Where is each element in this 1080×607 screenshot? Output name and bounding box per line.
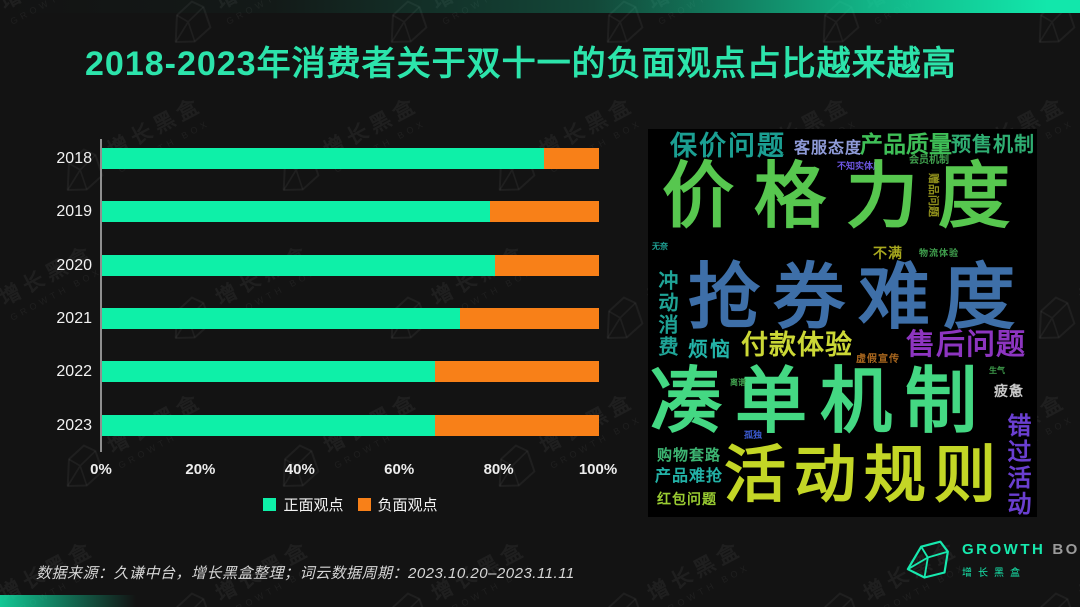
data-source-note: 数据来源：久谦中台，增长黑盒整理；词云数据周期：2023.10.20–2023.…: [36, 565, 575, 582]
bar-row: [102, 201, 599, 222]
y-axis-line: [100, 139, 102, 452]
bar-positive-segment: [102, 201, 490, 222]
wordcloud-word: 冲动消费: [655, 270, 677, 358]
x-axis-tick-label: 100%: [578, 461, 618, 478]
bar-negative-segment: [434, 415, 599, 436]
x-axis-tick-label: 60%: [384, 461, 415, 478]
bar-negative-segment: [494, 255, 599, 276]
wordcloud-word: 售后问题: [906, 329, 1027, 361]
wordcloud-word: 赠品问题: [927, 173, 939, 217]
wordcloud-word: 产品难抢: [655, 468, 724, 485]
bar-positive-segment: [102, 361, 435, 382]
year-label: 2020: [56, 257, 92, 274]
bar-row: [102, 255, 599, 276]
bar-positive-segment: [102, 255, 495, 276]
brand-name-cn: 增长黑盒: [962, 568, 1026, 579]
bar-positive-segment: [102, 308, 460, 329]
x-axis-tick-label: 40%: [284, 461, 315, 478]
bar-negative-segment: [459, 308, 599, 329]
wordcloud-word: 预售机制: [951, 134, 1035, 156]
wordcloud-word: 不知实体店: [837, 161, 883, 171]
chart-legend: 正面观点 负面观点: [102, 494, 599, 515]
wordcloud-word: 不满: [873, 245, 903, 261]
legend-item: 负面观点: [357, 494, 438, 515]
legend-item: 正面观点: [263, 494, 344, 515]
year-label: 2019: [56, 203, 92, 220]
bar-positive-segment: [102, 148, 545, 169]
brand-box-text: BOX: [1052, 541, 1080, 558]
wordcloud-word: 付款体验: [741, 330, 853, 360]
wordcloud-word: 生气: [989, 366, 1005, 375]
wordcloud-word: 烦恼: [688, 339, 732, 361]
bar-negative-segment: [489, 201, 599, 222]
word-cloud: 保价问题 客服态度 产品质量 预售机制不知实体店 会员机制 价格力度 赠品问题无奈 不满 物流体…: [648, 129, 1037, 517]
year-label: 2018: [56, 150, 92, 167]
legend-swatch: [263, 498, 277, 511]
legend-label: 正面观点: [283, 497, 344, 514]
wordcloud-word: 孤独: [744, 430, 763, 440]
year-label: 2021: [56, 310, 92, 327]
wordcloud-word: 活动规则: [724, 441, 1005, 510]
bottom-gradient-bar: [0, 595, 160, 607]
wordcloud-word: 抢券难度: [688, 258, 1029, 338]
wordcloud-word: 虚假宣传: [856, 354, 900, 365]
bar-positive-segment: [102, 415, 435, 436]
wordcloud-word: 离谱: [730, 378, 746, 387]
year-label: 2022: [56, 363, 92, 380]
year-label: 2023: [56, 417, 92, 434]
wordcloud-word: 产品质量: [860, 131, 952, 157]
brand-name-en: GROWTH BOX: [962, 541, 1080, 559]
bar-row: [102, 148, 599, 169]
wordcloud-word: 价格力度: [662, 157, 1031, 237]
wordcloud-word: 保价问题: [670, 131, 786, 161]
wordcloud-word: 疲惫: [994, 383, 1024, 399]
wordcloud-word: 错过活动: [1003, 413, 1030, 517]
wordcloud-word: 无奈: [652, 242, 668, 251]
wordcloud-word: 购物套路: [657, 447, 722, 464]
growthbox-cube-icon: [906, 540, 949, 579]
brand-text-block: GROWTH BOX 增长黑盒: [962, 541, 1080, 579]
x-axis-tick-label: 0%: [90, 461, 112, 478]
wordcloud-word: 红包问题: [657, 491, 717, 507]
legend-label: 负面观点: [377, 497, 438, 514]
bar-negative-segment: [544, 148, 599, 169]
legend-swatch: [357, 498, 371, 511]
bar-row: [102, 361, 599, 382]
brand-growth-text: GROWTH: [962, 541, 1046, 558]
x-axis-tick-label: 20%: [185, 461, 216, 478]
brand-logo: GROWTH BOX 增长黑盒: [902, 537, 1080, 583]
page-title: 2018-2023年消费者关于双十一的负面观点占比越来越高: [85, 45, 957, 83]
wordcloud-word: 物流体验: [919, 248, 960, 258]
wordcloud-word: 会员机制: [909, 155, 949, 166]
wordcloud-word: 客服态度: [794, 140, 863, 157]
x-axis-tick-label: 80%: [483, 461, 514, 478]
wordcloud-word: 凑单机制: [650, 362, 991, 442]
bar-negative-segment: [434, 361, 599, 382]
bar-row: [102, 415, 599, 436]
top-gradient-bar: [0, 0, 1080, 13]
bar-row: [102, 308, 599, 329]
